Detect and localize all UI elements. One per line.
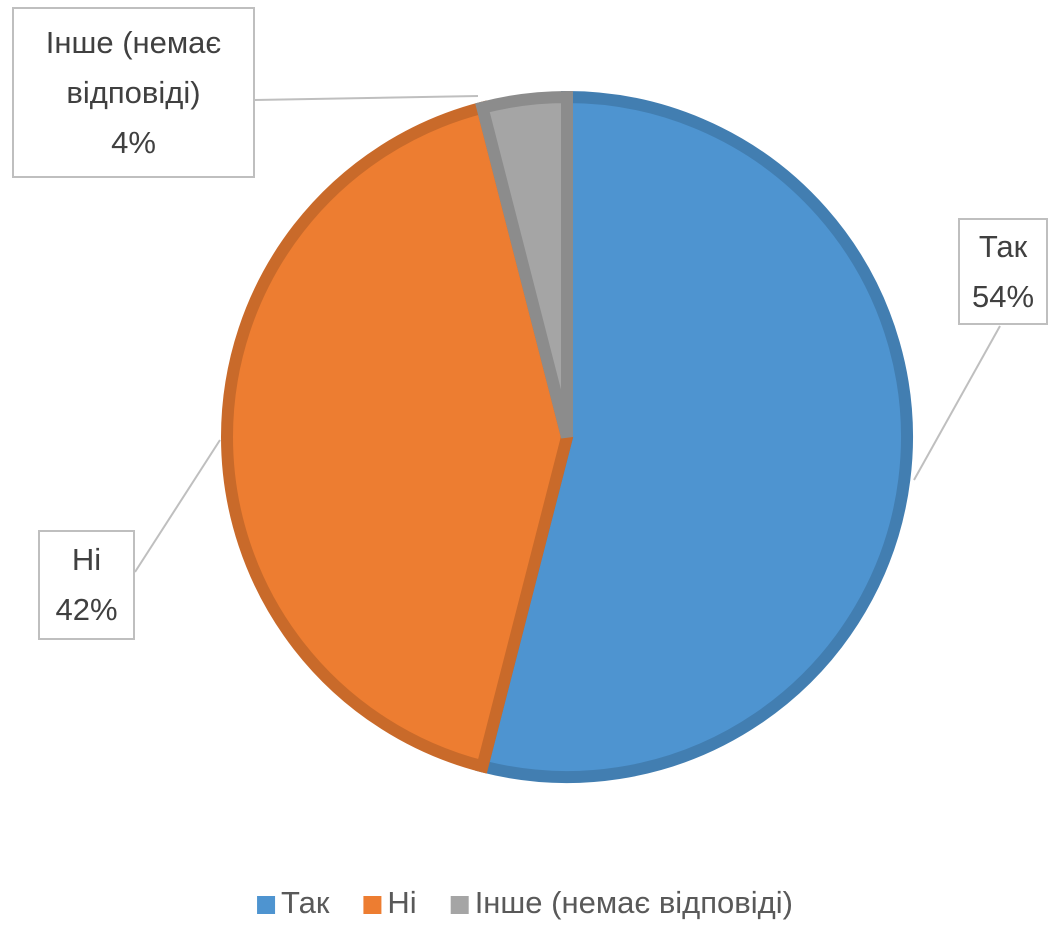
leader-line (254, 95, 479, 101)
leader-line (913, 325, 1001, 481)
data-label: Інше (немає відповіді) 4% (12, 7, 255, 178)
pie-slice (475, 90, 573, 439)
legend-label: Так (281, 885, 330, 920)
data-label-category: Так (978, 228, 1028, 264)
pie-slice (221, 100, 574, 774)
legend-swatch (363, 896, 382, 914)
legend-swatch (450, 896, 469, 914)
legend-label: Ні (387, 885, 416, 920)
data-label-value: 42% (55, 592, 118, 627)
data-label: Ні 42% (38, 530, 135, 640)
leader-line (134, 439, 221, 573)
data-label-value: 54% (971, 278, 1035, 314)
data-label-category: Ні (71, 542, 102, 577)
legend: Так Ні Інше (немає відповіді) (257, 885, 793, 920)
data-label-value: 4% (111, 124, 156, 160)
data-label: Так 54% (958, 218, 1048, 325)
legend-label: Інше (немає відповіді) (475, 885, 793, 920)
legend-swatch (257, 896, 276, 914)
pie-slice (475, 90, 913, 783)
data-label-category: Інше (немає відповіді) (45, 24, 222, 110)
